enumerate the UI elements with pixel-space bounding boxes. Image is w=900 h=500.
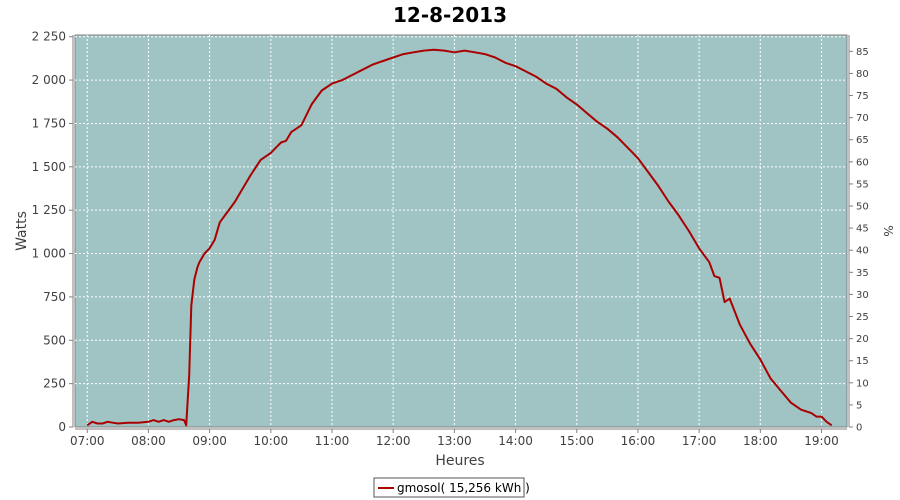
- y2-tick-label: 15: [856, 356, 869, 367]
- y2-tick-label: 80: [856, 69, 869, 80]
- y-tick-label: 250: [43, 377, 66, 391]
- x-tick-label: 08:00: [131, 434, 166, 448]
- y-tick-label: 0: [58, 420, 66, 434]
- x-tick-label: 11:00: [315, 434, 350, 448]
- legend-label: gmosol( 15,256 kWh ): [397, 481, 530, 495]
- x-axis-label: Heures: [435, 453, 484, 469]
- y2-tick-label: 20: [856, 334, 869, 345]
- y2-tick-label: 45: [856, 224, 869, 235]
- x-tick-label: 13:00: [437, 434, 472, 448]
- y2-tick-label: 75: [856, 91, 869, 102]
- x-tick-label: 07:00: [70, 434, 105, 448]
- y-tick-label: 2 000: [32, 73, 66, 87]
- y2-tick-label: 35: [856, 268, 869, 279]
- y2-tick-label: 85: [856, 47, 869, 58]
- x-tick-label: 12:00: [376, 434, 411, 448]
- y-tick-label: 2 250: [32, 30, 66, 44]
- y2-tick-label: 25: [856, 312, 869, 323]
- y2-tick-label: 60: [856, 157, 869, 168]
- y-tick-label: 1 500: [32, 160, 66, 174]
- y-axis-left: 0 250 500 750 1 000 1 250 1 500 1 750 2 000 2 250: [32, 30, 74, 434]
- chart-title: 12-8-2013: [393, 3, 507, 27]
- x-tick-label: 19:00: [804, 434, 839, 448]
- grid-lines: [75, 35, 847, 427]
- x-tick-label: 10:00: [254, 434, 289, 448]
- legend: gmosol( 15,256 kWh ): [373, 477, 530, 498]
- legend-box: [373, 477, 525, 498]
- y-tick-label: 1 750: [32, 116, 66, 130]
- x-tick-label: 15:00: [559, 434, 594, 448]
- x-tick-label: 09:00: [192, 434, 227, 448]
- series-line-gmosol: [86, 48, 833, 427]
- x-tick-label: 18:00: [743, 434, 778, 448]
- y2-tick-label: 0: [856, 423, 862, 434]
- y-tick-label: 1 250: [32, 203, 66, 217]
- y2-tick-label: 5: [856, 400, 862, 411]
- y2-tick-label: 50: [856, 202, 869, 213]
- y2-axis-label: %: [881, 225, 895, 236]
- y2-tick-label: 70: [856, 113, 869, 124]
- x-axis: 07:00 08:00 09:00 10:00 11:00 12:00 13:00 14:00…: [70, 428, 847, 448]
- y-tick-label: 500: [43, 333, 66, 347]
- y-axis-label: Watts: [14, 211, 30, 251]
- y-tick-label: 750: [43, 290, 66, 304]
- y2-tick-label: 10: [856, 378, 869, 389]
- x-tick-label: 14:00: [498, 434, 533, 448]
- plot-area: [74, 34, 848, 428]
- x-tick-label: 16:00: [621, 434, 656, 448]
- y2-tick-label: 55: [856, 179, 869, 190]
- y2-tick-label: 30: [856, 290, 869, 301]
- y-tick-label: 1 000: [32, 247, 66, 261]
- y2-tick-label: 65: [856, 135, 869, 146]
- x-tick-label: 17:00: [682, 434, 717, 448]
- y-axis-right: 0 5 10 15 20 25 30 35 40 45 50 55 60 65 70 75 80 85: [848, 35, 869, 434]
- y2-tick-label: 40: [856, 246, 869, 257]
